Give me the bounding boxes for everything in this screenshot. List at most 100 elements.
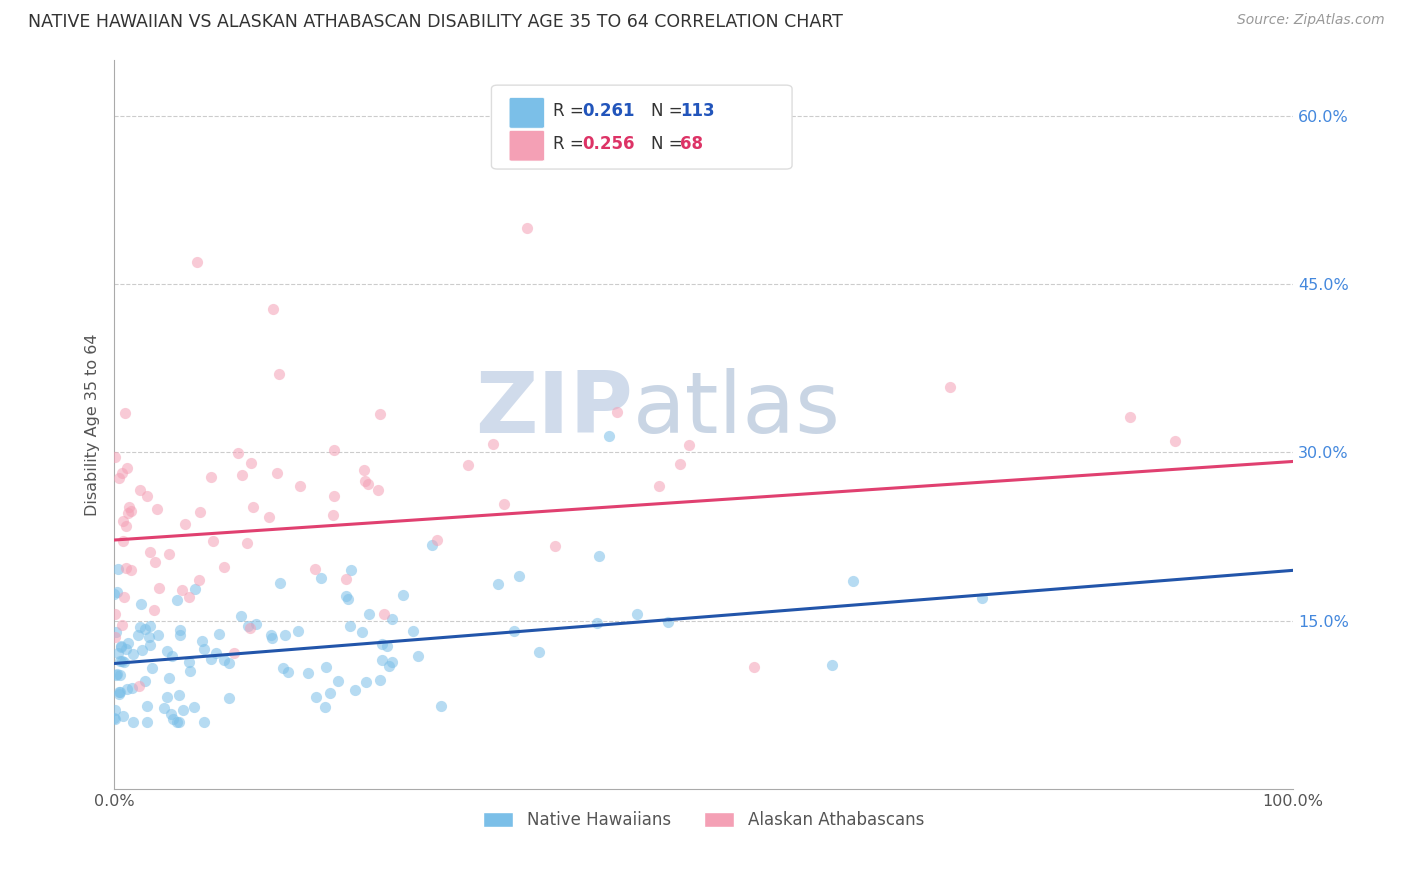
Point: [104, 712, 127, 726]
Text: Source: ZipAtlas.com: Source: ZipAtlas.com: [1237, 13, 1385, 28]
Point: [170, 582, 193, 597]
Point: [174, 517, 197, 532]
Point: [103, 711, 125, 725]
Point: [166, 714, 188, 729]
Point: [492, 497, 515, 511]
Point: [354, 474, 377, 488]
Point: [429, 699, 451, 714]
Point: [108, 685, 131, 699]
Point: [110, 466, 132, 480]
Point: [368, 407, 391, 421]
Point: [371, 637, 394, 651]
Point: [108, 668, 131, 682]
Point: [128, 483, 150, 497]
Point: [842, 574, 865, 589]
Point: [188, 505, 211, 519]
Point: [145, 555, 167, 569]
Point: [305, 690, 328, 704]
Point: [260, 632, 283, 646]
Point: [104, 450, 127, 465]
Point: [122, 714, 145, 729]
Point: [508, 569, 530, 583]
Point: [208, 627, 231, 641]
Text: 68: 68: [681, 136, 703, 153]
Point: [381, 612, 404, 626]
Point: [172, 703, 194, 717]
FancyBboxPatch shape: [492, 85, 792, 169]
Point: [337, 591, 360, 606]
Point: [179, 655, 201, 669]
Text: 113: 113: [681, 102, 714, 120]
Point: [502, 624, 524, 638]
Point: [326, 674, 349, 689]
Point: [357, 476, 380, 491]
Point: [112, 591, 135, 605]
Point: [529, 645, 551, 659]
Point: [482, 437, 505, 451]
Point: [406, 648, 429, 663]
Text: 0.261: 0.261: [582, 102, 634, 120]
Point: [657, 615, 679, 630]
Point: [202, 533, 225, 548]
Point: [160, 648, 183, 663]
Point: [193, 714, 215, 729]
Point: [157, 547, 180, 561]
Y-axis label: Disability Age 35 to 64: Disability Age 35 to 64: [86, 333, 100, 516]
Point: [179, 664, 201, 678]
Point: [648, 479, 671, 493]
Text: ZIP: ZIP: [475, 368, 633, 451]
Point: [121, 504, 143, 518]
Point: [134, 674, 156, 689]
Point: [121, 681, 143, 696]
Legend: Native Hawaiians, Alaskan Athabascans: Native Hawaiians, Alaskan Athabascans: [477, 805, 931, 836]
Point: [167, 688, 190, 702]
Point: [335, 572, 357, 586]
Point: [111, 618, 134, 632]
Point: [359, 607, 381, 621]
Point: [112, 514, 135, 528]
Point: [242, 500, 264, 514]
Point: [231, 467, 253, 482]
Point: [112, 655, 135, 669]
Point: [319, 685, 342, 699]
Point: [257, 510, 280, 524]
Point: [368, 673, 391, 687]
Point: [200, 469, 222, 483]
Point: [420, 538, 443, 552]
Point: [118, 500, 141, 515]
Point: [668, 457, 690, 471]
Point: [486, 577, 509, 591]
Point: [108, 654, 131, 668]
Point: [588, 549, 610, 564]
Point: [134, 622, 156, 636]
Point: [108, 684, 131, 698]
Point: [111, 654, 134, 668]
Point: [260, 628, 283, 642]
Point: [135, 714, 157, 729]
Point: [392, 588, 415, 602]
Point: [145, 501, 167, 516]
Point: [457, 458, 479, 473]
Point: [287, 624, 309, 638]
Point: [104, 667, 127, 681]
Point: [218, 657, 240, 671]
Point: [155, 690, 177, 704]
Point: [162, 711, 184, 725]
Point: [121, 648, 143, 662]
Point: [229, 609, 252, 624]
Point: [516, 221, 538, 235]
Point: [127, 628, 149, 642]
Point: [143, 603, 166, 617]
Point: [111, 709, 134, 723]
Point: [131, 643, 153, 657]
Point: [139, 545, 162, 559]
Text: N =: N =: [651, 136, 688, 153]
Point: [104, 607, 127, 622]
Point: [1119, 410, 1142, 425]
Point: [367, 483, 389, 498]
Point: [277, 665, 299, 680]
Point: [335, 589, 357, 603]
Point: [224, 646, 246, 660]
Point: [105, 666, 128, 681]
Point: [378, 658, 401, 673]
